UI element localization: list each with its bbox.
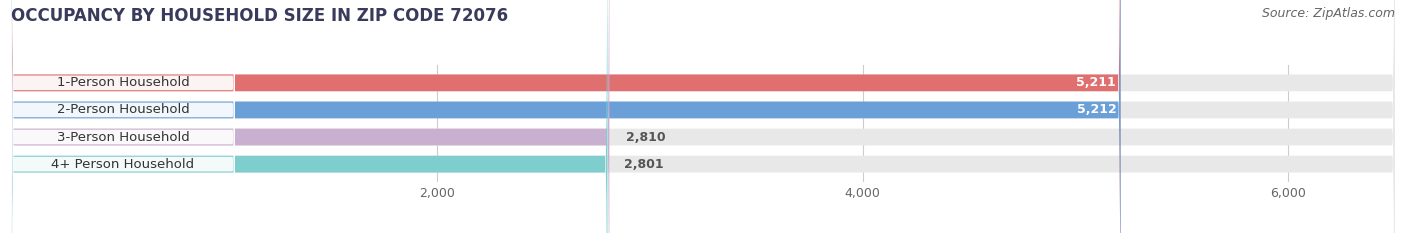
Text: 5,211: 5,211 bbox=[1077, 76, 1116, 89]
FancyBboxPatch shape bbox=[11, 0, 1395, 233]
Text: 2,810: 2,810 bbox=[627, 130, 666, 144]
FancyBboxPatch shape bbox=[11, 0, 1395, 233]
Text: 5,212: 5,212 bbox=[1077, 103, 1116, 116]
Text: OCCUPANCY BY HOUSEHOLD SIZE IN ZIP CODE 72076: OCCUPANCY BY HOUSEHOLD SIZE IN ZIP CODE … bbox=[11, 7, 509, 25]
FancyBboxPatch shape bbox=[11, 0, 235, 233]
Text: 1-Person Household: 1-Person Household bbox=[56, 76, 190, 89]
FancyBboxPatch shape bbox=[11, 0, 1395, 233]
Text: Source: ZipAtlas.com: Source: ZipAtlas.com bbox=[1261, 7, 1395, 20]
Text: 3-Person Household: 3-Person Household bbox=[56, 130, 190, 144]
FancyBboxPatch shape bbox=[11, 0, 1121, 233]
FancyBboxPatch shape bbox=[11, 0, 235, 233]
FancyBboxPatch shape bbox=[11, 0, 235, 233]
FancyBboxPatch shape bbox=[11, 0, 1121, 233]
FancyBboxPatch shape bbox=[11, 0, 235, 233]
Text: 4+ Person Household: 4+ Person Household bbox=[52, 158, 194, 171]
FancyBboxPatch shape bbox=[11, 0, 1395, 233]
Text: 2-Person Household: 2-Person Household bbox=[56, 103, 190, 116]
FancyBboxPatch shape bbox=[11, 0, 607, 233]
FancyBboxPatch shape bbox=[11, 0, 609, 233]
Text: 2,801: 2,801 bbox=[624, 158, 664, 171]
